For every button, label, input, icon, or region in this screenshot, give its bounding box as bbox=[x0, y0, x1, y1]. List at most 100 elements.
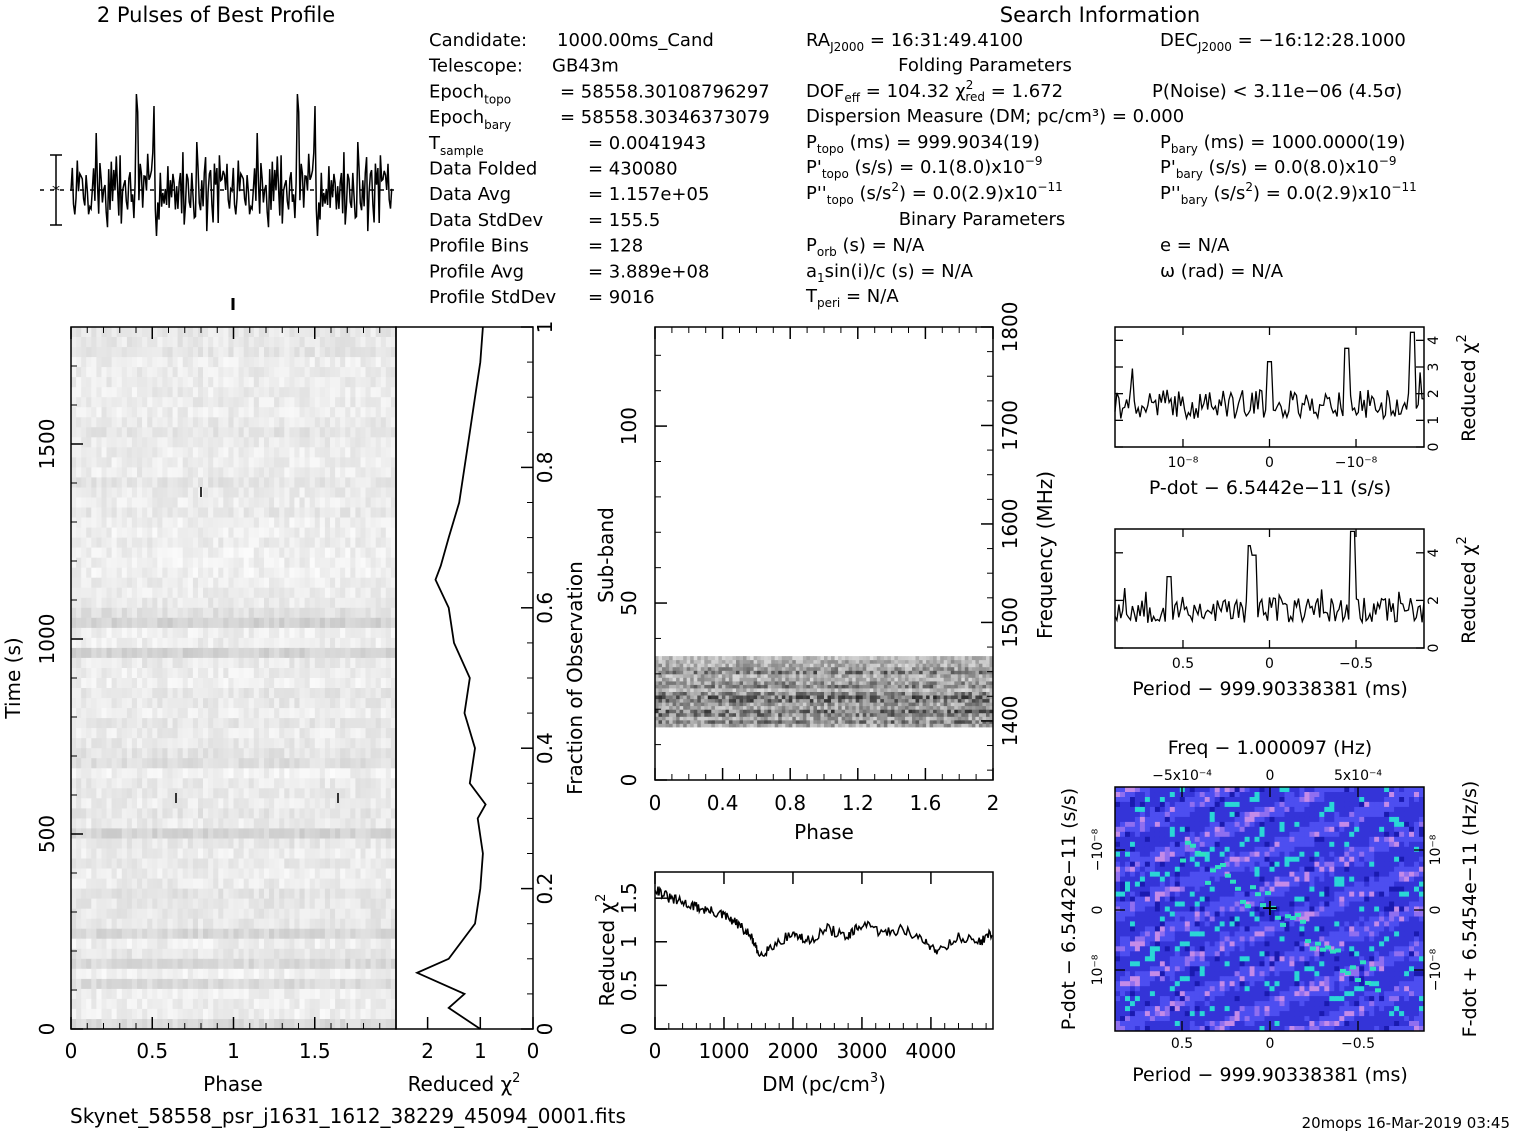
pdot-xlabel: P-dot − 6.5442e−11 (s/s) bbox=[1149, 477, 1391, 499]
pdot-chi2-series bbox=[1114, 331, 1425, 421]
subband-ytick: 50 bbox=[617, 590, 641, 615]
time-phase-xtick: 0.5 bbox=[136, 1039, 168, 1063]
time-chi2-xlabel: Reduced χ2 bbox=[408, 1071, 521, 1096]
subband-xtick: 1.6 bbox=[909, 791, 941, 815]
ppdot-ylabel: P-dot − 6.5442e−11 (s/s) bbox=[1058, 788, 1080, 1030]
binary-header: Binary Parameters bbox=[899, 209, 1066, 230]
info-row-label: Epochbary bbox=[429, 107, 511, 132]
pddot-topo-value: P''topo (s/s2) = 0.0(2.9)x10−11 bbox=[806, 180, 1063, 207]
asini-value: a1sin(i)/c (s) = N/A bbox=[806, 261, 974, 285]
period-chi2-panel: 0.5 0 −0.5 0 2 4 Period − 999.90338381 (ms) R… bbox=[1114, 528, 1480, 700]
time-phase-panel: 0 0.5 1 1.5 0 500 1000 1500 Phase Time (s) bbox=[1, 298, 397, 1096]
ppdot-best-marker: + bbox=[1261, 896, 1279, 921]
time-chi2-xtick: 1 bbox=[474, 1039, 487, 1063]
strip-ytick: 2 bbox=[1426, 596, 1442, 605]
strip-ytick: 0 bbox=[1426, 644, 1442, 653]
info-row-label: Telescope: bbox=[428, 56, 523, 77]
time-chi2-ytick: 0.4 bbox=[533, 732, 557, 764]
profile-series bbox=[70, 93, 393, 237]
filename: Skynet_58558_psr_j1631_1612_38229_45094_… bbox=[70, 1104, 626, 1128]
frequency-ytick: 1400 bbox=[998, 695, 1022, 746]
strip-xtick: −0.5 bbox=[1339, 656, 1373, 672]
ppdot-xlabel: Period − 999.90338381 (ms) bbox=[1132, 1064, 1408, 1086]
pdot-topo-value: P'topo (s/s) = 0.1(8.0)x10−9 bbox=[806, 154, 1043, 181]
info-row-label: Data StdDev bbox=[429, 210, 544, 231]
dm-xlabel: DM (pc/cm3) bbox=[762, 1071, 886, 1096]
omega-value: ω (rad) = N/A bbox=[1160, 261, 1284, 282]
ppdot-xtick: 0 bbox=[1266, 1036, 1275, 1052]
ptopo-value: Ptopo (ms) = 999.9034(19) bbox=[806, 132, 1040, 156]
info-row-value: = 3.889e+08 bbox=[588, 261, 709, 282]
subband-ytick: 0 bbox=[617, 774, 641, 787]
period-chi2-frame bbox=[1114, 528, 1425, 649]
info-row-label: Tsample bbox=[428, 133, 484, 158]
frequency-ytick: 1500 bbox=[998, 597, 1022, 648]
info-row-value: 1000.00ms_Cand bbox=[557, 30, 714, 51]
strip-xtick: 0 bbox=[1265, 455, 1274, 471]
info-row-value: = 9016 bbox=[588, 287, 655, 308]
subband-xtick: 1.2 bbox=[842, 791, 874, 815]
strip-xtick: 0 bbox=[1265, 656, 1274, 672]
dm-chi2-frame bbox=[654, 871, 994, 1030]
time-phase-ytick: 500 bbox=[35, 815, 59, 853]
dm-ytick: 1 bbox=[617, 935, 641, 948]
strip-ytick: 0 bbox=[1426, 443, 1442, 452]
dm-ytick: 0.5 bbox=[617, 969, 641, 1001]
pdot-bary-value: P'bary (s/s) = 0.0(8.0)x10−9 bbox=[1160, 154, 1397, 181]
ppdot-y2tick: −10⁻⁸ bbox=[1428, 948, 1444, 991]
pbary-value: Pbary (ms) = 1000.0000(19) bbox=[1160, 132, 1405, 156]
dm-value: Dispersion Measure (DM; pc/cm³) = 0.000 bbox=[806, 106, 1184, 127]
subband-xtick: 2 bbox=[987, 791, 1000, 815]
info-row-label: Profile StdDev bbox=[429, 287, 557, 308]
subband-xtick: 0.4 bbox=[707, 791, 739, 815]
tperi-value: Tperi = N/A bbox=[805, 286, 899, 310]
time-chi2-ytick: 0.6 bbox=[533, 592, 557, 624]
ppdot-ytick: 0 bbox=[1090, 906, 1106, 915]
subband-xtick: 0.8 bbox=[774, 791, 806, 815]
info-row-label: Profile Bins bbox=[429, 236, 529, 257]
ppdot-image bbox=[1115, 787, 1425, 1032]
strip-xtick: 0.5 bbox=[1172, 656, 1194, 672]
time-chi2-ytick: 0.8 bbox=[533, 451, 557, 483]
frequency-ytick: 1800 bbox=[998, 302, 1022, 353]
profile-title: 2 Pulses of Best Profile bbox=[97, 3, 335, 27]
time-phase-xtick: 0 bbox=[65, 1039, 78, 1063]
pnoise-value: P(Noise) < 3.11e−06 (4.5σ) bbox=[1152, 81, 1402, 102]
ppdot-xtick: 0.5 bbox=[1171, 1036, 1193, 1052]
info-row-value: = 1.157e+05 bbox=[588, 184, 709, 205]
dm-chi2-panel: 0 1000 2000 3000 4000 0 0.5 1 1.5 DM (pc/cm3) Re… bbox=[594, 871, 994, 1096]
info-row-label: Data Avg bbox=[429, 184, 511, 205]
pdot-ylabel: Reduced χ2 bbox=[1455, 334, 1480, 442]
info-row-label: Profile Avg bbox=[429, 261, 524, 282]
dm-xtick: 2000 bbox=[768, 1039, 819, 1063]
dm-xtick: 0 bbox=[649, 1039, 662, 1063]
info-row-label: Data Folded bbox=[429, 159, 537, 180]
ppdot-y2label: F-dot + 6.5454e−11 (Hz/s) bbox=[1459, 781, 1481, 1038]
time-chi2-ytick: 0.2 bbox=[533, 873, 557, 905]
time-phase-xtick: 1 bbox=[227, 1039, 240, 1063]
info-row-value: GB43m bbox=[552, 56, 619, 77]
ecc-value: e = N/A bbox=[1160, 235, 1230, 256]
subband-image bbox=[655, 656, 994, 728]
time-phase-image bbox=[71, 327, 397, 1030]
time-phase-ytick: 0 bbox=[35, 1023, 59, 1036]
time-chi2-ytick: 0 bbox=[533, 1023, 557, 1036]
dm-xtick: 4000 bbox=[905, 1039, 956, 1063]
search-info: RAJ2000 = 16:31:49.4100 DECJ2000 = −16:1… bbox=[805, 30, 1417, 310]
profile-errorbar-marker: * bbox=[52, 181, 60, 200]
time-chi2-frame bbox=[395, 326, 534, 1030]
info-row-value: = 155.5 bbox=[588, 210, 660, 231]
profile-panel: * bbox=[40, 93, 395, 237]
pdot-chi2-frame bbox=[1114, 326, 1425, 448]
dm-xtick: 3000 bbox=[836, 1039, 887, 1063]
ppdot-x2tick: 5x10⁻⁴ bbox=[1334, 768, 1382, 784]
info-row-label: Epochtopo bbox=[429, 81, 511, 106]
dm-ylabel: Reduced χ2 bbox=[594, 894, 619, 1007]
footer-stamp: 20mops 16-Mar-2019 03:45 bbox=[1302, 1114, 1510, 1132]
porb-value: Porb (s) = N/A bbox=[806, 235, 925, 259]
ppdot-x2tick: 0 bbox=[1266, 768, 1275, 784]
time-chi2-ylabel: Fraction of Observation bbox=[563, 561, 587, 795]
info-row-value: = 128 bbox=[588, 236, 643, 257]
candidate-info: Candidate: 1000.00ms_Cand Telescope: GB43m E… bbox=[428, 30, 770, 308]
